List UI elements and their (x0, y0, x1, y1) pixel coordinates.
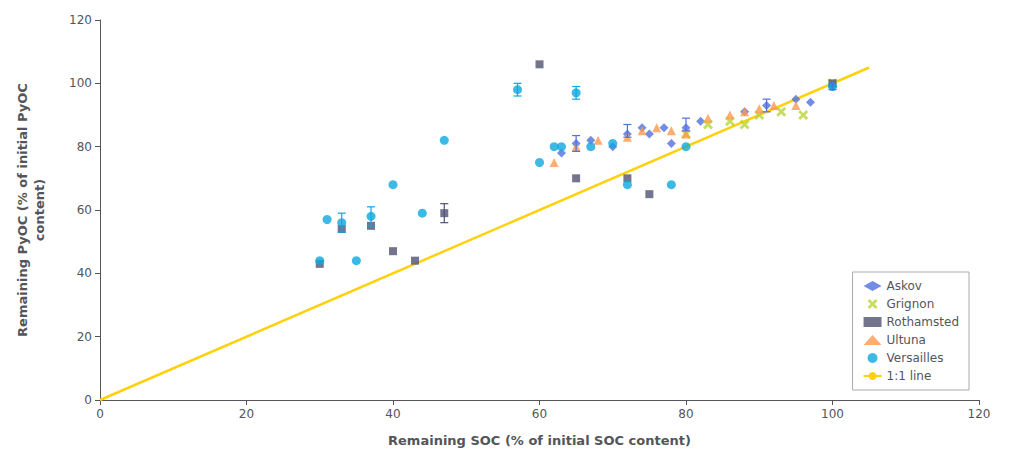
svg-text:0: 0 (84, 393, 92, 407)
svg-text:1:1 line: 1:1 line (887, 369, 932, 383)
svg-text:Ultuna: Ultuna (887, 333, 926, 347)
svg-text:Rothamsted: Rothamsted (887, 315, 959, 329)
svg-text:Grignon: Grignon (887, 297, 935, 311)
svg-text:content): content) (32, 179, 47, 241)
svg-text:120: 120 (968, 407, 991, 421)
svg-text:80: 80 (77, 140, 92, 154)
svg-text:80: 80 (678, 407, 693, 421)
svg-text:20: 20 (77, 330, 92, 344)
svg-text:60: 60 (532, 407, 547, 421)
svg-text:40: 40 (385, 407, 400, 421)
svg-text:Askov: Askov (887, 279, 922, 293)
svg-text:120: 120 (69, 13, 92, 27)
svg-text:40: 40 (77, 266, 92, 280)
svg-text:Remaining SOC (% of initial SO: Remaining SOC (% of initial SOC content) (388, 433, 691, 448)
svg-text:60: 60 (77, 203, 92, 217)
svg-text:20: 20 (239, 407, 254, 421)
svg-text:0: 0 (96, 407, 104, 421)
svg-text:100: 100 (69, 76, 92, 90)
svg-text:100: 100 (821, 407, 844, 421)
svg-text:Remaining PyOC (% of initial P: Remaining PyOC (% of initial PyOC (15, 83, 30, 337)
svg-text:Versailles: Versailles (887, 351, 944, 365)
